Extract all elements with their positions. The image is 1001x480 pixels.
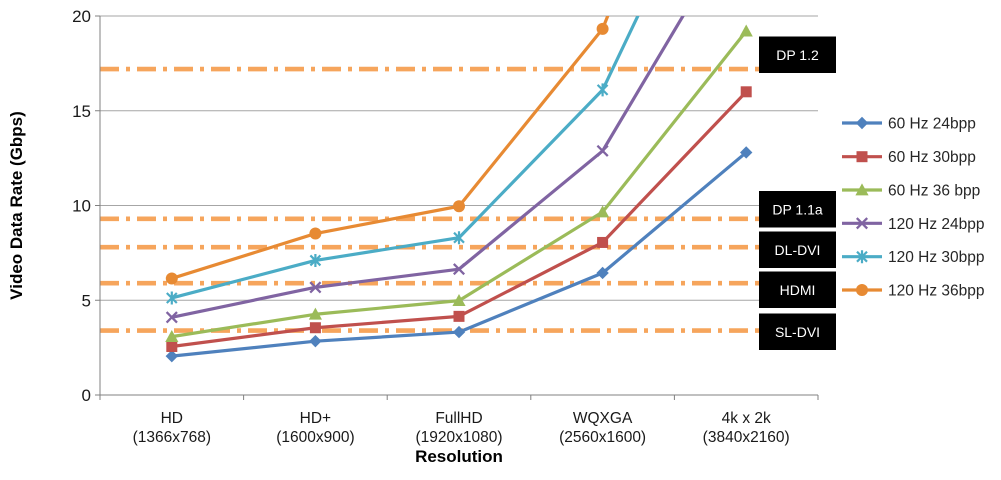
series-60-hz-36-bpp bbox=[165, 24, 753, 343]
series-60-hz-24bpp bbox=[165, 146, 753, 363]
ref-label-box bbox=[759, 313, 836, 350]
marker-circle bbox=[309, 227, 322, 240]
x-category-hd: HD+ (1600x900) bbox=[276, 410, 354, 446]
marker-x bbox=[309, 281, 322, 294]
y-tick-label-0: 0 bbox=[82, 386, 91, 405]
marker-triangle bbox=[739, 24, 753, 37]
y-tick-label-10: 10 bbox=[72, 197, 91, 216]
marker-circle bbox=[856, 284, 868, 296]
series-60-hz-30bpp bbox=[166, 86, 752, 352]
ref-label-dp-1-1a: DP 1.1a bbox=[759, 191, 836, 228]
x-category-hd: HD (1366x768) bbox=[133, 410, 211, 446]
x-category-resolution: (1366x768) bbox=[133, 429, 211, 446]
y-tick-label-15: 15 bbox=[72, 102, 91, 121]
marker-asterisk bbox=[166, 291, 178, 305]
legend-item-label: 60 Hz 36 bpp bbox=[888, 183, 980, 200]
series-line-120-hz-30bpp bbox=[171, 16, 640, 300]
y-axis-title: Video Data Rate (Gbps) bbox=[7, 111, 26, 300]
x-axis-title: Resolution bbox=[415, 447, 503, 466]
marker-square bbox=[453, 310, 465, 322]
marker-asterisk bbox=[596, 83, 609, 97]
legend-item-60-hz-30bpp: 60 Hz 30bpp bbox=[842, 149, 976, 166]
marker-x bbox=[165, 311, 178, 324]
marker-triangle bbox=[855, 183, 869, 196]
y-tick-label-5: 5 bbox=[82, 291, 91, 310]
ref-label-text: SL-DVI bbox=[775, 324, 820, 340]
marker-diamond bbox=[855, 116, 869, 130]
legend-item-label: 120 Hz 36bpp bbox=[888, 283, 985, 300]
ref-label-text: HDMI bbox=[780, 282, 816, 298]
x-category-name: WQXGA bbox=[573, 410, 633, 427]
marker-circle bbox=[165, 272, 178, 285]
marker-square bbox=[856, 151, 868, 163]
x-category-wqxga: WQXGA (2560x1600) bbox=[559, 410, 646, 446]
marker-diamond bbox=[740, 146, 753, 159]
legend-item-label: 120 Hz 30bpp bbox=[888, 249, 985, 266]
ref-label-box bbox=[759, 231, 836, 268]
plot-area: DP 1.2 DP 1.1a DL-DVI HDMI SL-DVI 0 5 10 15 20 HD (… bbox=[72, 7, 985, 446]
marker-x bbox=[452, 263, 466, 276]
marker-triangle bbox=[165, 330, 179, 343]
marker-square bbox=[166, 340, 178, 352]
ref-label-sl-dvi: SL-DVI bbox=[759, 313, 836, 350]
ref-label-dp-1-2: DP 1.2 bbox=[759, 36, 836, 73]
legend-item-label: 120 Hz 24bpp bbox=[888, 216, 985, 233]
legend-item-60-hz-36-bpp: 60 Hz 36 bpp bbox=[842, 183, 980, 200]
series-120-hz-36bpp bbox=[165, 16, 610, 285]
x-category-resolution: (1600x900) bbox=[276, 429, 354, 446]
x-category-resolution: (3840x2160) bbox=[703, 429, 790, 446]
x-category-4k-x-2k: 4k x 2k (3840x2160) bbox=[703, 410, 790, 446]
x-category-resolution: (1920x1080) bbox=[415, 429, 502, 446]
marker-diamond bbox=[165, 349, 178, 363]
marker-square bbox=[597, 236, 609, 248]
ref-label-box bbox=[759, 36, 836, 73]
marker-square bbox=[309, 322, 321, 334]
ref-label-box bbox=[759, 191, 836, 228]
legend-item-label: 60 Hz 24bpp bbox=[888, 116, 976, 133]
legend-item-60-hz-24bpp: 60 Hz 24bpp bbox=[842, 116, 976, 133]
x-category-name: FullHD bbox=[435, 410, 482, 427]
ref-label-text: DL-DVI bbox=[775, 242, 821, 258]
marker-diamond bbox=[596, 266, 609, 280]
marker-triangle bbox=[308, 307, 322, 320]
marker-x bbox=[596, 144, 609, 157]
x-category-name: HD+ bbox=[300, 410, 331, 427]
marker-triangle bbox=[452, 294, 466, 307]
legend-item-120-hz-30bpp: 120 Hz 30bpp bbox=[842, 249, 985, 266]
ref-label-text: DP 1.1a bbox=[772, 202, 823, 218]
ref-label-text: DP 1.2 bbox=[776, 47, 819, 63]
marker-circle bbox=[453, 200, 465, 213]
y-tick-label-20: 20 bbox=[72, 7, 91, 26]
ref-label-box bbox=[759, 271, 836, 308]
ref-label-hdmi: HDMI bbox=[759, 271, 836, 308]
series-120-hz-30bpp bbox=[166, 16, 640, 305]
marker-square bbox=[740, 86, 752, 98]
marker-diamond bbox=[452, 325, 466, 339]
legend: 60 Hz 24bpp 60 Hz 30bpp 60 Hz 36 bpp 120 Hz… bbox=[842, 116, 985, 300]
marker-asterisk bbox=[309, 253, 322, 267]
marker-asterisk bbox=[856, 250, 868, 264]
x-category-name: HD bbox=[161, 410, 183, 427]
x-category-resolution: (2560x1600) bbox=[559, 429, 646, 446]
marker-x bbox=[855, 217, 869, 230]
series-120-hz-24bpp bbox=[165, 16, 685, 324]
marker-circle bbox=[596, 22, 609, 35]
legend-item-120-hz-24bpp: 120 Hz 24bpp bbox=[842, 216, 985, 233]
marker-diamond bbox=[309, 334, 322, 348]
legend-item-label: 60 Hz 30bpp bbox=[888, 149, 976, 166]
ref-label-dl-dvi: DL-DVI bbox=[759, 231, 836, 268]
marker-asterisk bbox=[453, 231, 465, 245]
marker-triangle bbox=[596, 205, 610, 218]
x-category-name: 4k x 2k bbox=[722, 410, 771, 427]
x-category-fullhd: FullHD (1920x1080) bbox=[415, 410, 502, 446]
legend-item-120-hz-36bpp: 120 Hz 36bpp bbox=[842, 283, 985, 300]
